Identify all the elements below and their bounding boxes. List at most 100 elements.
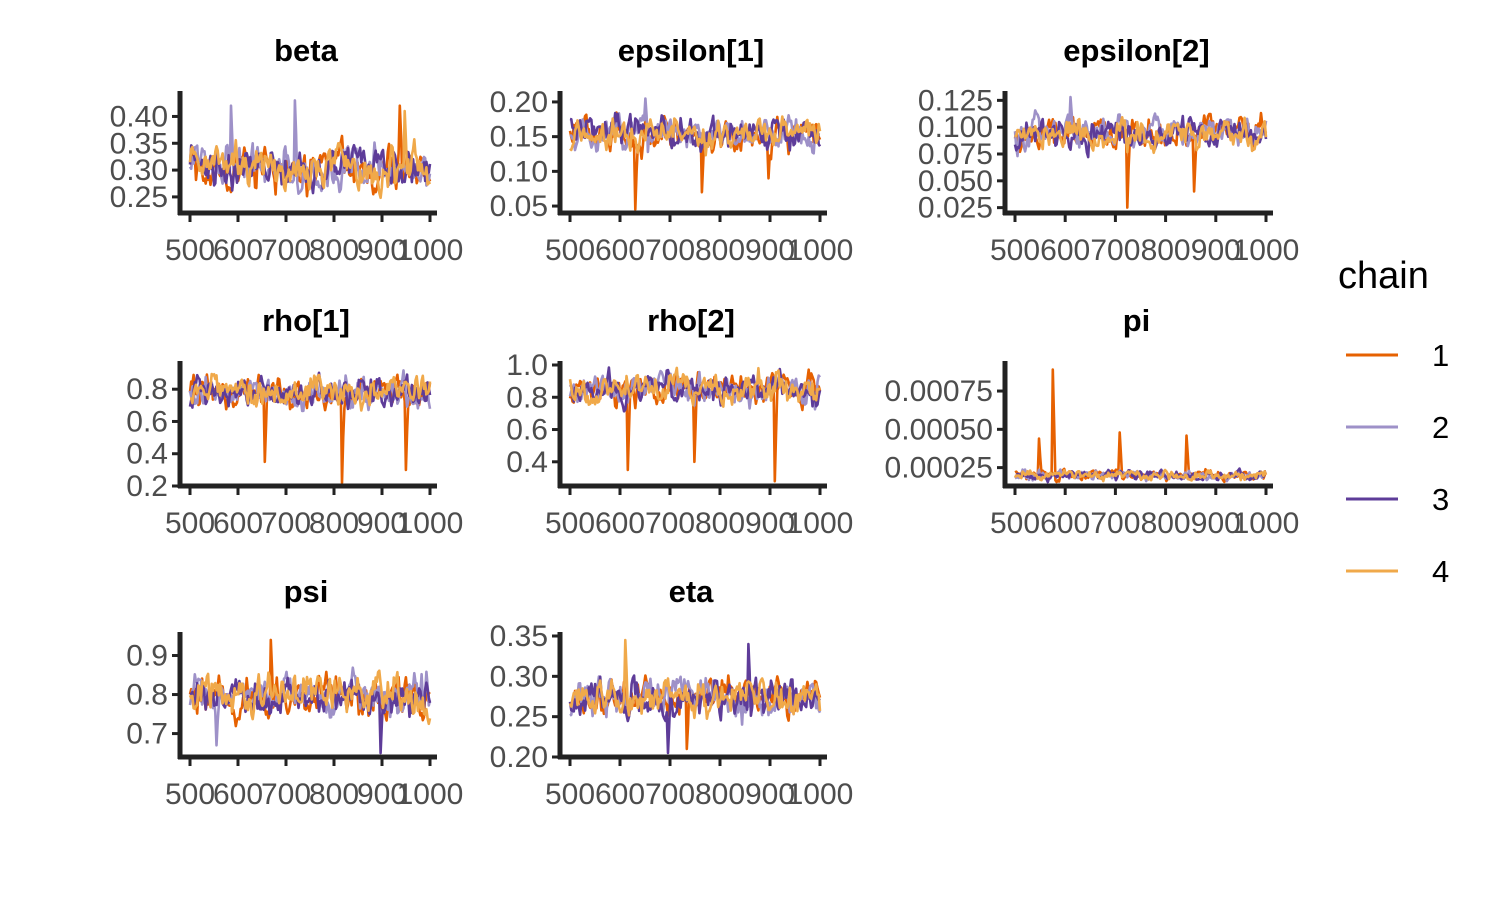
x-tick-label: 700 [645, 507, 695, 540]
x-tick-label: 600 [595, 778, 645, 811]
x-tick-label: 800 [309, 507, 359, 540]
x-tick-label: 700 [1090, 234, 1140, 267]
x-tick-label: 800 [309, 778, 359, 811]
x-tick-label: 900 [1191, 234, 1241, 267]
x-tick-label: 900 [357, 507, 407, 540]
x-tick-label: 700 [1090, 507, 1140, 540]
x-tick-label: 900 [357, 778, 407, 811]
x-tick-label: 1000 [397, 234, 464, 267]
trace-chain-4 [189, 372, 432, 412]
trace-chain-1 [1014, 368, 1267, 484]
legend-keys: 1 2 3 4 [1346, 338, 1449, 589]
y-tick-label: 0.30 [490, 660, 548, 693]
traces [188, 369, 432, 485]
y-tick-label: 0.8 [506, 381, 548, 414]
traces [568, 366, 822, 483]
x-tick-label: 1000 [1233, 507, 1300, 540]
trace-chain-4 [1013, 468, 1268, 483]
x-tick-label: 600 [213, 507, 263, 540]
x-tick-label: 500 [165, 234, 215, 267]
x-tick-label: 1000 [787, 507, 854, 540]
y-tick-label: 0.15 [490, 121, 548, 154]
panel-title: rho[1] [262, 303, 350, 338]
x-tick-label: 500 [165, 507, 215, 540]
x-tick-label: 900 [745, 234, 795, 267]
y-tick-label: 0.125 [918, 84, 993, 117]
legend-title: chain [1338, 255, 1429, 297]
panel-title: beta [274, 33, 339, 68]
legend-item-1: 1 [1346, 338, 1449, 373]
y-tick-label: 0.20 [490, 86, 548, 119]
traces [1013, 95, 1268, 209]
legend-item-3: 3 [1346, 482, 1449, 517]
y-tick-label: 0.30 [110, 154, 168, 187]
panel-pi: pi 0.00025 0.00050 0.00075 500 600 700 800 90010… [885, 303, 1300, 540]
x-tick-label: 700 [261, 507, 311, 540]
x-tick-label: 500 [545, 507, 595, 540]
legend-label: 1 [1432, 338, 1449, 373]
x-tick-label: 700 [645, 778, 695, 811]
y-tick-label: 0.050 [918, 165, 993, 198]
x-tick-label: 800 [1141, 234, 1191, 267]
x-tick-label: 800 [695, 778, 745, 811]
y-tick-label: 0.05 [490, 190, 548, 223]
x-tick-label: 700 [645, 234, 695, 267]
y-tick-label: 0.9 [126, 640, 168, 673]
y-tick-label: 0.35 [490, 620, 548, 653]
traces [188, 638, 432, 755]
x-tick-label: 1000 [397, 778, 464, 811]
x-tick-label: 500 [990, 234, 1040, 267]
trace-chain-4 [188, 109, 432, 200]
x-tick-label: 1000 [787, 234, 854, 267]
traces [1013, 368, 1268, 484]
y-tick-label: 0.8 [126, 373, 168, 406]
trace-chain-4 [1013, 116, 1268, 155]
x-tick-label: 600 [213, 778, 263, 811]
x-tick-label: 600 [1040, 234, 1090, 267]
x-tick-label: 900 [1191, 507, 1241, 540]
x-tick-label: 600 [213, 234, 263, 267]
traces [568, 97, 822, 211]
panel-title: rho[2] [647, 303, 735, 338]
y-tick-label: 0.25 [110, 181, 168, 214]
legend-item-2: 2 [1346, 410, 1449, 445]
traces [188, 99, 432, 200]
y-tick-label: 0.4 [506, 446, 548, 479]
y-tick-label: 0.6 [506, 414, 548, 447]
x-tick-label: 900 [357, 234, 407, 267]
y-tick-label: 0.7 [126, 718, 168, 751]
y-tick-label: 0.00025 [885, 452, 993, 485]
y-tick-label: 0.075 [918, 138, 993, 171]
trace-chain-4 [188, 669, 432, 726]
x-tick-label: 500 [990, 507, 1040, 540]
x-tick-label: 800 [1141, 507, 1191, 540]
x-tick-label: 900 [745, 507, 795, 540]
trace-chain-3 [568, 642, 821, 755]
x-tick-label: 700 [261, 234, 311, 267]
x-tick-label: 1000 [397, 507, 464, 540]
facet-panels: beta0.250.300.350.405006007008009001000e… [110, 33, 1300, 811]
y-tick-label: 0.10 [490, 155, 548, 188]
x-tick-label: 1000 [1233, 234, 1300, 267]
y-tick-label: 0.35 [110, 127, 168, 160]
y-tick-label: 0.025 [918, 192, 993, 225]
panel-title: psi [284, 574, 329, 609]
x-tick-label: 500 [545, 778, 595, 811]
trace-chain-4 [569, 115, 822, 157]
legend: chain 1 2 3 4 [1338, 255, 1449, 589]
y-tick-label: 0.40 [110, 100, 168, 133]
panel-title: pi [1123, 303, 1151, 338]
y-tick-label: 0.6 [126, 405, 168, 438]
x-tick-label: 800 [309, 234, 359, 267]
y-tick-label: 0.00075 [885, 375, 993, 408]
trace-chain-4 [568, 638, 822, 720]
x-tick-label: 600 [595, 507, 645, 540]
y-tick-label: 0.20 [490, 741, 548, 774]
panel-title: epsilon[1] [618, 33, 764, 68]
panel-title: epsilon[2] [1063, 33, 1209, 68]
